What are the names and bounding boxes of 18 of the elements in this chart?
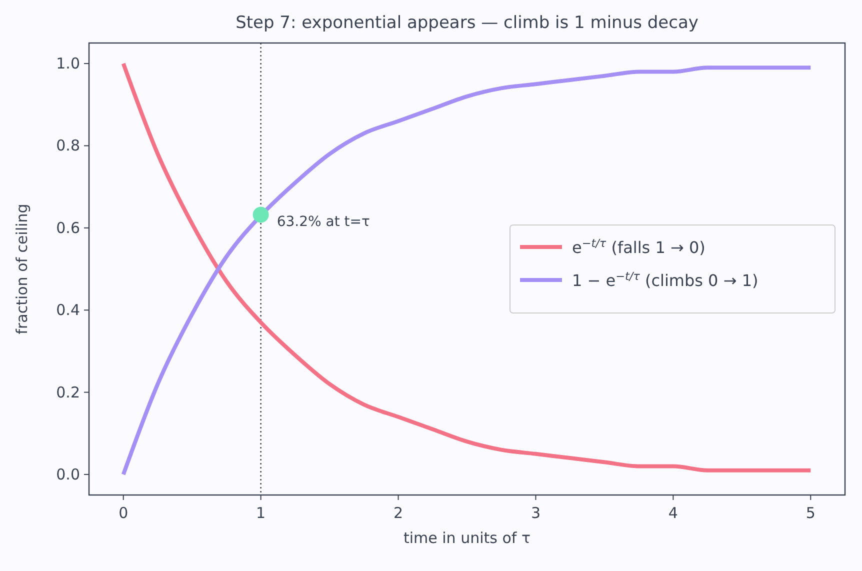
x-tick-label: 5 bbox=[806, 504, 816, 522]
chart-title: Step 7: exponential appears — climb is 1 minus decay bbox=[236, 13, 698, 33]
y-tick-label: 0.4 bbox=[56, 301, 80, 320]
x-axis-title: time in units of τ bbox=[403, 529, 531, 547]
legend-label: e$^{−t/τ}$ (falls 1 → 0) bbox=[572, 236, 706, 257]
x-tick-label: 4 bbox=[668, 504, 678, 522]
x-tick-label: 1 bbox=[256, 504, 266, 522]
y-tick-label: 1.0 bbox=[56, 54, 80, 73]
x-tick-label: 2 bbox=[394, 504, 404, 522]
legend-label: 1 − e$^{−t/τ}$ (climbs 0 → 1) bbox=[572, 270, 758, 290]
x-tick-label: 3 bbox=[530, 504, 540, 522]
y-tick-label: 0.2 bbox=[56, 383, 80, 402]
y-tick-label: 0.0 bbox=[56, 465, 80, 484]
y-axis-title: fraction of ceiling bbox=[13, 204, 31, 334]
y-tick-label: 0.6 bbox=[56, 218, 80, 237]
x-tick-label: 0 bbox=[118, 504, 128, 522]
y-tick-label: 0.8 bbox=[56, 136, 80, 155]
annotation: 63.2% at t=τ bbox=[276, 214, 370, 230]
